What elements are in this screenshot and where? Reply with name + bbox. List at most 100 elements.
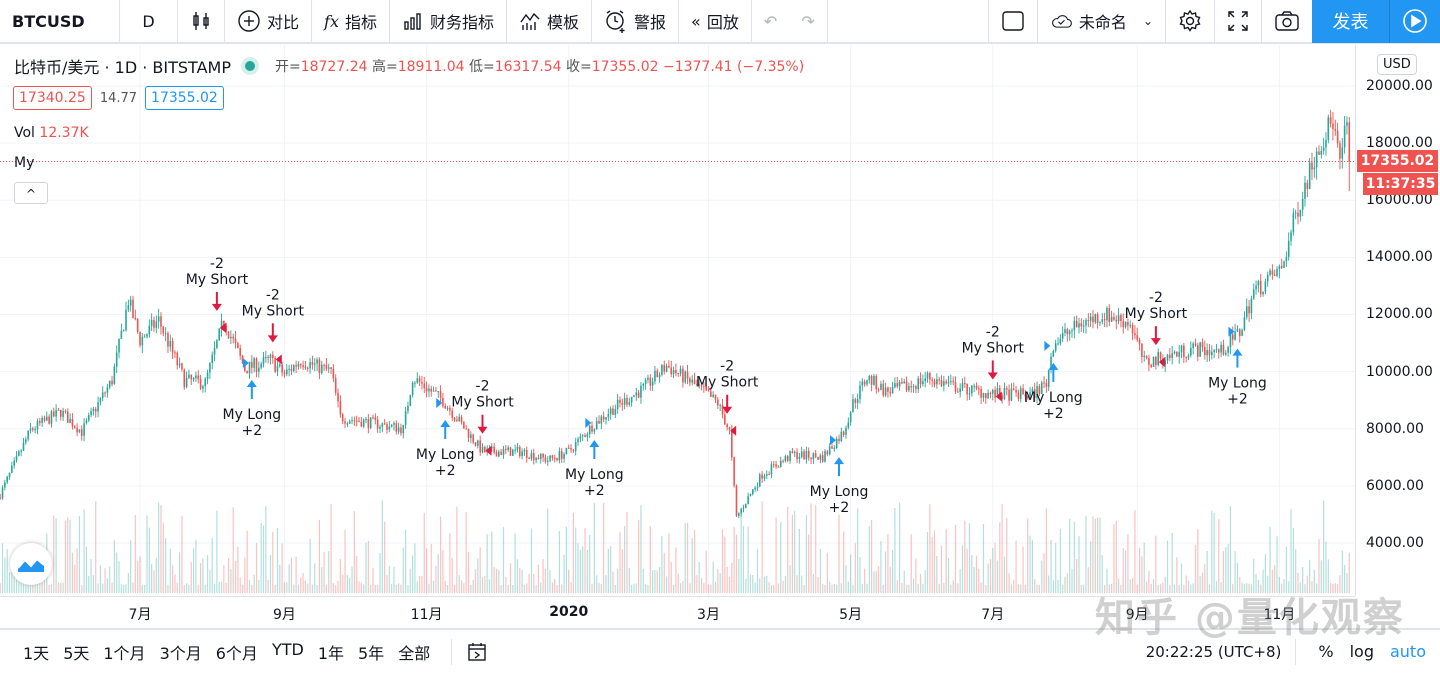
- candle-body: [55, 409, 57, 417]
- volume-bar: [130, 540, 132, 593]
- candle-body: [258, 367, 260, 372]
- candle-body: [1208, 350, 1211, 356]
- buy-price-button[interactable]: 17355.02: [145, 86, 224, 110]
- volume-bar: [1115, 520, 1117, 593]
- volume-bar: [1250, 584, 1253, 593]
- symbol-title[interactable]: 比特币/美元 · 1D · BITSTAMP: [14, 58, 231, 77]
- candle-body: [1185, 357, 1187, 359]
- candle-body: [644, 379, 647, 385]
- goto-date-icon[interactable]: [466, 641, 488, 663]
- volume-bar: [1104, 584, 1106, 593]
- redo-button[interactable]: ↷: [789, 0, 828, 42]
- price-chart[interactable]: My Short-2My Long+2My Short-2My Long+2My…: [0, 45, 1355, 596]
- candle-body: [25, 439, 27, 443]
- volume-bar: [533, 573, 535, 593]
- candle-body: [873, 376, 875, 385]
- price-label: 20000.00: [1366, 78, 1433, 94]
- price-label: 10000.00: [1366, 363, 1433, 380]
- price-axis[interactable]: 20000.00 18000.00 16000.00 14000.00 12000.00…: [1355, 45, 1440, 596]
- volume-bar: [766, 575, 768, 593]
- candle-body: [237, 342, 239, 348]
- volume-bar: [665, 576, 668, 593]
- candle-body: [1264, 281, 1267, 292]
- financials-button[interactable]: 财务指标: [390, 0, 507, 42]
- candle-body: [101, 392, 104, 399]
- volume-label: Vol: [14, 125, 35, 141]
- clock[interactable]: 20:22:25 (UTC+8): [1145, 642, 1282, 661]
- auto-scale-toggle[interactable]: auto: [1389, 642, 1426, 661]
- chart-type-button[interactable]: [178, 0, 225, 42]
- volume-bar: [1020, 584, 1022, 593]
- square-icon: [1002, 11, 1024, 31]
- fullscreen-button[interactable]: [1215, 0, 1262, 42]
- volume-bar: [1078, 536, 1080, 593]
- symbol-search-button[interactable]: BTCUSD: [0, 0, 120, 42]
- save-layout-button[interactable]: 未命名 ⌄: [1038, 0, 1166, 42]
- volume-bar: [565, 526, 567, 593]
- candle-body: [1124, 321, 1127, 328]
- volume-bar: [120, 584, 122, 593]
- range-button[interactable]: 1天: [23, 643, 50, 663]
- volume-bar: [295, 556, 297, 593]
- range-button[interactable]: YTD: [271, 639, 304, 659]
- range-button[interactable]: 1年: [317, 643, 344, 663]
- strategy-legend[interactable]: My: [14, 155, 35, 171]
- range-button[interactable]: 3个月: [159, 643, 202, 663]
- range-button[interactable]: 5天: [63, 643, 90, 663]
- collapse-legend-button[interactable]: ^: [14, 182, 48, 204]
- candle-body: [721, 404, 724, 415]
- candle-body: [868, 375, 871, 381]
- candle-body: [1334, 129, 1337, 131]
- candle-body: [125, 309, 127, 331]
- interval-button[interactable]: D: [120, 0, 178, 42]
- candle-body: [146, 334, 148, 337]
- range-button[interactable]: 全部: [398, 643, 431, 663]
- volume-bar: [1171, 532, 1173, 593]
- candle-body: [1213, 349, 1215, 352]
- volume-bar: [1264, 554, 1266, 593]
- currency-button[interactable]: USD: [1377, 54, 1417, 75]
- volume-bar: [1159, 584, 1162, 593]
- percent-scale-toggle[interactable]: %: [1318, 642, 1334, 661]
- volume-bar: [889, 566, 891, 593]
- snapshot-button[interactable]: [1262, 0, 1312, 42]
- volume-bar: [954, 525, 957, 593]
- replay-button[interactable]: « 回放: [679, 0, 752, 42]
- templates-button[interactable]: 模板: [507, 0, 593, 42]
- tradingview-logo[interactable]: [10, 543, 52, 585]
- undo-button[interactable]: ↶: [752, 0, 789, 42]
- volume-bar: [738, 558, 740, 593]
- play-button[interactable]: [1390, 0, 1440, 43]
- volume-bar: [817, 576, 819, 593]
- layout-select-button[interactable]: [988, 0, 1038, 42]
- log-scale-toggle[interactable]: log: [1349, 642, 1374, 661]
- candle-body: [877, 389, 880, 391]
- compare-button[interactable]: 对比: [225, 0, 313, 42]
- candle-body: [546, 460, 549, 462]
- alerts-button[interactable]: 警报: [592, 0, 680, 42]
- settings-button[interactable]: [1166, 0, 1215, 42]
- volume-bar: [1215, 581, 1218, 593]
- candle-body: [1043, 382, 1045, 384]
- range-button[interactable]: 6个月: [215, 643, 258, 663]
- volume-bar: [1136, 584, 1138, 593]
- volume-bar: [1262, 569, 1264, 593]
- volume-bar: [505, 577, 507, 593]
- range-button[interactable]: 5年: [358, 643, 385, 663]
- volume-bar: [1192, 583, 1194, 593]
- volume-bar: [885, 551, 887, 593]
- volume-bar: [1206, 551, 1208, 593]
- sell-price-button[interactable]: 17340.25: [13, 86, 92, 110]
- candle-body: [8, 472, 11, 477]
- volume-bar: [661, 536, 663, 593]
- candle-body: [870, 375, 873, 385]
- volume-bar: [88, 576, 90, 593]
- candle-body: [703, 386, 705, 388]
- indicators-button[interactable]: fx 指标: [312, 0, 390, 42]
- candle-body: [933, 380, 936, 385]
- time-axis[interactable]: 7月 9月 11月 2020 3月 5月 7月 9月 11月: [0, 596, 1355, 628]
- volume-bar: [936, 555, 938, 593]
- candle-body: [376, 419, 379, 429]
- publish-button[interactable]: 发表: [1312, 0, 1390, 43]
- range-button[interactable]: 1个月: [103, 643, 146, 663]
